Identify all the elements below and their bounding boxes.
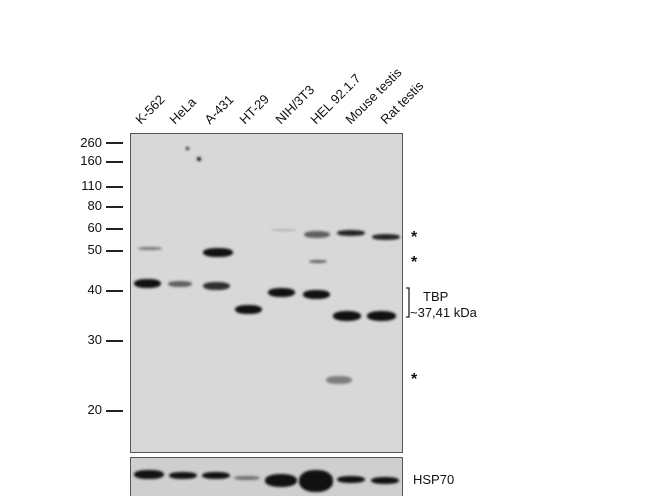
nonspecific-band-asterisk: * [411, 371, 418, 388]
marker-tick [106, 186, 123, 188]
band [337, 230, 365, 236]
marker-label: 80 [87, 198, 102, 213]
band [299, 470, 333, 492]
target-name: TBP [423, 289, 449, 304]
marker-label: 160 [80, 153, 102, 168]
band [271, 229, 296, 231]
band [202, 472, 230, 479]
band [372, 234, 400, 240]
marker-tick [106, 340, 123, 342]
marker-tick [106, 228, 123, 230]
marker-tick [106, 410, 123, 412]
speck [186, 147, 189, 150]
band [134, 470, 164, 479]
lane-label: K-562 [132, 91, 168, 127]
lane-label: A-431 [201, 91, 237, 127]
band [138, 247, 162, 250]
band [234, 476, 260, 480]
marker-label: 60 [87, 220, 102, 235]
marker-label: 30 [87, 332, 102, 347]
loading-control-label: HSP70 [413, 472, 455, 487]
main-blot-panel [130, 133, 403, 453]
marker-label: 50 [87, 242, 102, 257]
band [337, 476, 365, 483]
band [371, 477, 399, 484]
speck [197, 157, 201, 161]
marker-label: 260 [80, 135, 102, 150]
loading-control-blot-panel [130, 457, 403, 496]
band [333, 311, 361, 321]
marker-tick [106, 206, 123, 208]
nonspecific-band-asterisk: * [411, 229, 418, 246]
band [203, 248, 233, 257]
band [303, 290, 330, 299]
band [265, 474, 297, 487]
nonspecific-band-asterisk: * [411, 254, 418, 271]
marker-tick [106, 142, 123, 144]
band [168, 281, 192, 287]
band [169, 472, 197, 479]
lane-label: HT-29 [236, 91, 273, 127]
band [268, 288, 295, 297]
band [203, 282, 230, 290]
marker-tick [106, 161, 123, 163]
marker-label: 40 [87, 282, 102, 297]
band [326, 376, 352, 384]
band [235, 305, 262, 314]
lane-label: HeLa [166, 94, 199, 127]
marker-label: 110 [81, 178, 102, 193]
bracket-icon [406, 287, 410, 318]
band [309, 260, 327, 263]
marker-tick [106, 250, 123, 252]
band [367, 311, 396, 321]
band [134, 279, 161, 288]
marker-label: 20 [87, 402, 102, 417]
marker-tick [106, 290, 123, 292]
target-size: ~37,41 kDa [410, 305, 477, 320]
band [304, 231, 330, 238]
